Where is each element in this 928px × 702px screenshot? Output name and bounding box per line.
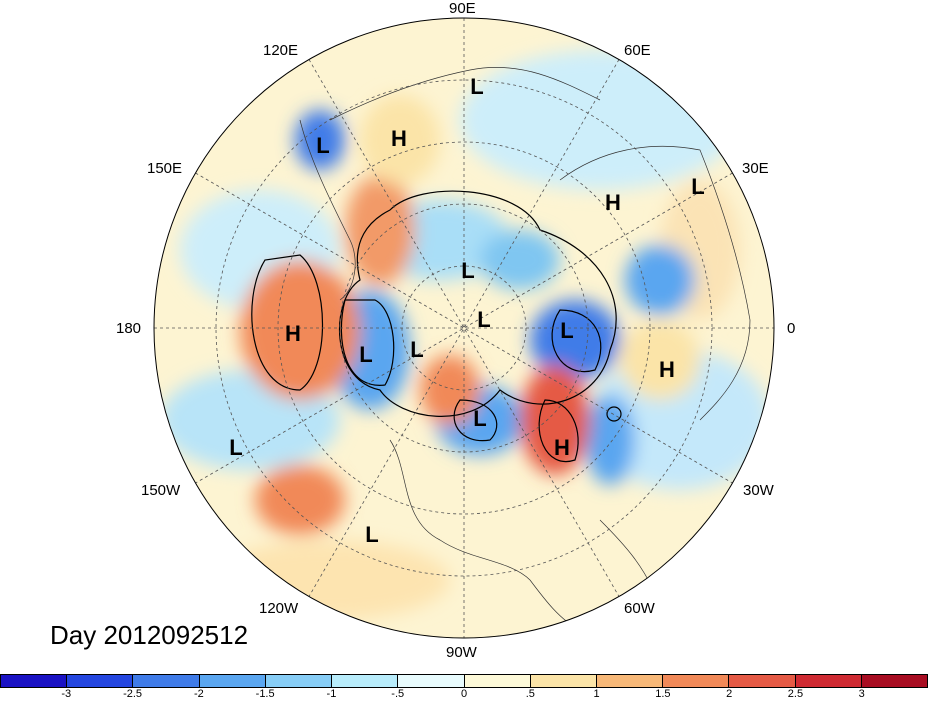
anomaly-field [160, 50, 770, 620]
pressure-center-label: H [391, 126, 407, 151]
lon-label-0: 0 [787, 320, 796, 337]
pressure-center-label: L [365, 522, 379, 547]
lon-label-60e: 60E [624, 42, 651, 59]
pressure-center-label: L [691, 174, 705, 199]
colorbar-tick-label: 1 [593, 688, 600, 700]
pressure-center-label: L [229, 435, 243, 460]
pressure-center-label: L [470, 74, 484, 99]
colorbar-segment [530, 675, 597, 687]
colorbar [0, 674, 928, 688]
lon-label-150w: 150W [141, 482, 181, 499]
colorbar-segment [795, 675, 862, 687]
pressure-center-label: L [316, 133, 330, 158]
lon-label-180: 180 [116, 320, 142, 337]
colorbar-segment [596, 675, 664, 687]
colorbar-tick-label: .5 [525, 688, 535, 700]
colorbar-segment [861, 675, 928, 687]
colorbar-tick-label: -1 [326, 688, 337, 700]
pressure-center-label: L [477, 307, 491, 332]
map-boundary [153, 17, 775, 639]
lon-label-120e: 120E [263, 42, 299, 59]
colorbar-tick-label: -.5 [391, 688, 405, 700]
lon-label-90e: 90E [449, 0, 476, 17]
pressure-center-label: L [560, 318, 574, 343]
colorbar-segment [133, 675, 200, 687]
colorbar-segment [265, 675, 333, 687]
colorbar-tick-label: 1.5 [655, 688, 671, 700]
pressure-center-label: H [554, 435, 570, 460]
contour-lines [251, 190, 622, 463]
colorbar-segment [199, 675, 266, 687]
lon-label-30e: 30E [742, 160, 769, 177]
colorbar-tick-label: 2.5 [787, 688, 804, 700]
colorbar-segment [1, 675, 68, 687]
lon-label-60w: 60W [624, 600, 655, 617]
colorbar-tick-label: -2.5 [123, 688, 143, 700]
graticule [154, 18, 774, 638]
lon-label-150e: 150E [147, 160, 183, 177]
colorbar-tick-label: -2 [193, 688, 204, 700]
colorbar-tick-label: 3 [858, 688, 865, 700]
pressure-center-label: L [461, 258, 475, 283]
map-title: Day 2012092512 [50, 620, 249, 650]
pressure-center-label: H [659, 357, 675, 382]
polar-stereographic-map [153, 17, 775, 639]
lon-label-90w: 90W [446, 644, 477, 661]
lon-label-30w: 30W [743, 482, 774, 499]
pressure-center-label: H [605, 190, 621, 215]
coastlines [299, 67, 751, 631]
colorbar-tick-label: -1.5 [255, 688, 275, 700]
lon-label-120w: 120W [259, 600, 299, 617]
colorbar-segment [663, 675, 730, 687]
colorbar-tick-label: -3 [61, 688, 72, 700]
colorbar-segment [398, 675, 465, 687]
colorbar-segment [67, 675, 134, 687]
pressure-center-label: L [410, 337, 424, 362]
colorbar-tick-label: 0 [460, 688, 468, 700]
colorbar-tick-label: 2 [726, 688, 733, 700]
colorbar-segment [464, 675, 531, 687]
colorbar-segment [729, 675, 796, 687]
pressure-center-label: L [473, 406, 487, 431]
pressure-center-label: L [359, 342, 373, 367]
colorbar-segment [332, 675, 399, 687]
pressure-center-label: H [285, 321, 301, 346]
